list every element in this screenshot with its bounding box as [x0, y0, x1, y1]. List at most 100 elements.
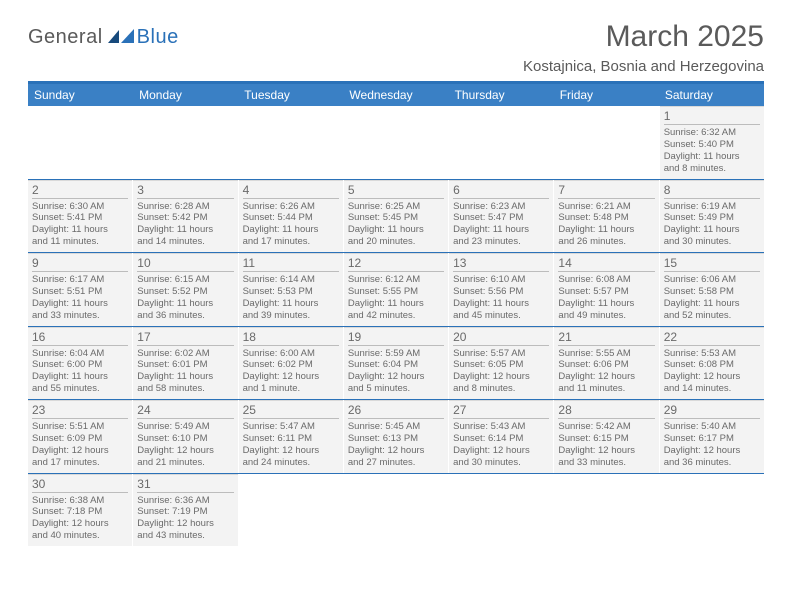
header: General Blue March 2025 Kostajnica, Bosn… — [28, 20, 764, 75]
day-header-row: SundayMondayTuesdayWednesdayThursdayFrid… — [28, 84, 764, 106]
day-header: Thursday — [449, 84, 554, 106]
day-cell: 29 Sunrise: 5:40 AMSunset: 6:17 PMDayligh… — [660, 400, 764, 473]
day-details: Sunrise: 6:28 AMSunset: 5:42 PMDaylight:… — [137, 201, 233, 249]
day-details: Sunrise: 5:51 AMSunset: 6:09 PMDaylight:… — [32, 421, 128, 469]
day-number: 24 — [137, 403, 233, 419]
day-number: 1 — [664, 109, 760, 125]
day-number: 16 — [32, 330, 128, 346]
day-cell: 19 Sunrise: 5:59 AMSunset: 6:04 PMDayligh… — [344, 327, 448, 400]
empty-cell — [133, 106, 237, 179]
day-details: Sunrise: 6:38 AMSunset: 7:18 PMDaylight:… — [32, 495, 128, 543]
day-cell: 10Sunrise: 6:15 AMSunset: 5:52 PMDayligh… — [133, 253, 237, 326]
day-number: 10 — [137, 256, 233, 272]
day-cell: 1 Sunrise: 6:32 AMSunset: 5:40 PMDaylight… — [660, 106, 764, 179]
day-number: 19 — [348, 330, 444, 346]
day-cell: 13Sunrise: 6:10 AMSunset: 5:56 PMDayligh… — [449, 253, 553, 326]
week-row: 23 Sunrise: 5:51 AMSunset: 6:09 PMDayligh… — [28, 400, 764, 474]
day-details: Sunrise: 5:45 AMSunset: 6:13 PMDaylight:… — [348, 421, 444, 469]
day-number: 31 — [137, 477, 233, 493]
day-number: 25 — [243, 403, 339, 419]
day-details: Sunrise: 5:57 AMSunset: 6:05 PMDaylight:… — [453, 348, 549, 396]
day-cell: 30 Sunrise: 6:38 AMSunset: 7:18 PMDayligh… — [28, 474, 132, 547]
day-details: Sunrise: 6:19 AMSunset: 5:49 PMDaylight:… — [664, 201, 760, 249]
day-number: 7 — [558, 183, 654, 199]
day-header: Tuesday — [238, 84, 343, 106]
day-cell: 25 Sunrise: 5:47 AMSunset: 6:11 PMDayligh… — [239, 400, 343, 473]
empty-cell — [239, 474, 343, 547]
day-header: Sunday — [28, 84, 133, 106]
day-details: Sunrise: 6:23 AMSunset: 5:47 PMDaylight:… — [453, 201, 549, 249]
day-cell: 26 Sunrise: 5:45 AMSunset: 6:13 PMDayligh… — [344, 400, 448, 473]
day-header: Monday — [133, 84, 238, 106]
day-number: 21 — [558, 330, 654, 346]
day-header: Friday — [554, 84, 659, 106]
day-number: 12 — [348, 256, 444, 272]
day-cell: 12 Sunrise: 6:12 AMSunset: 5:55 PMDayligh… — [344, 253, 448, 326]
empty-cell — [344, 474, 448, 547]
day-number: 26 — [348, 403, 444, 419]
day-details: Sunrise: 6:12 AMSunset: 5:55 PMDaylight:… — [348, 274, 444, 322]
day-details: Sunrise: 6:00 AMSunset: 6:02 PMDaylight:… — [243, 348, 339, 396]
day-number: 30 — [32, 477, 128, 493]
day-number: 14 — [558, 256, 654, 272]
day-cell: 28Sunrise: 5:42 AMSunset: 6:15 PMDayligh… — [554, 400, 658, 473]
day-number: 27 — [453, 403, 549, 419]
day-cell: 18Sunrise: 6:00 AMSunset: 6:02 PMDayligh… — [239, 327, 343, 400]
day-number: 3 — [137, 183, 233, 199]
day-details: Sunrise: 6:36 AMSunset: 7:19 PMDaylight:… — [137, 495, 233, 543]
day-number: 5 — [348, 183, 444, 199]
day-number: 8 — [664, 183, 760, 199]
day-cell: 9 Sunrise: 6:17 AMSunset: 5:51 PMDaylight… — [28, 253, 132, 326]
day-number: 29 — [664, 403, 760, 419]
day-details: Sunrise: 6:25 AMSunset: 5:45 PMDaylight:… — [348, 201, 444, 249]
day-details: Sunrise: 6:10 AMSunset: 5:56 PMDaylight:… — [453, 274, 549, 322]
week-row: 2 Sunrise: 6:30 AMSunset: 5:41 PMDaylight… — [28, 180, 764, 254]
day-details: Sunrise: 6:32 AMSunset: 5:40 PMDaylight:… — [664, 127, 760, 175]
day-number: 15 — [664, 256, 760, 272]
day-cell: 17Sunrise: 6:02 AMSunset: 6:01 PMDayligh… — [133, 327, 237, 400]
day-cell: 2 Sunrise: 6:30 AMSunset: 5:41 PMDaylight… — [28, 180, 132, 253]
day-cell: 4Sunrise: 6:26 AMSunset: 5:44 PMDaylight… — [239, 180, 343, 253]
day-details: Sunrise: 5:49 AMSunset: 6:10 PMDaylight:… — [137, 421, 233, 469]
day-details: Sunrise: 5:59 AMSunset: 6:04 PMDaylight:… — [348, 348, 444, 396]
day-cell: 21 Sunrise: 5:55 AMSunset: 6:06 PMDayligh… — [554, 327, 658, 400]
day-details: Sunrise: 5:55 AMSunset: 6:06 PMDaylight:… — [558, 348, 654, 396]
day-header: Saturday — [659, 84, 764, 106]
day-header: Wednesday — [343, 84, 448, 106]
day-details: Sunrise: 6:17 AMSunset: 5:51 PMDaylight:… — [32, 274, 128, 322]
day-details: Sunrise: 6:08 AMSunset: 5:57 PMDaylight:… — [558, 274, 654, 322]
day-cell: 20Sunrise: 5:57 AMSunset: 6:05 PMDayligh… — [449, 327, 553, 400]
logo: General Blue — [28, 26, 179, 49]
title-block: March 2025 Kostajnica, Bosnia and Herzeg… — [523, 20, 764, 75]
day-details: Sunrise: 6:30 AMSunset: 5:41 PMDaylight:… — [32, 201, 128, 249]
day-cell: 5 Sunrise: 6:25 AMSunset: 5:45 PMDaylight… — [344, 180, 448, 253]
empty-cell — [28, 106, 132, 179]
day-cell: 16Sunrise: 6:04 AMSunset: 6:00 PMDayligh… — [28, 327, 132, 400]
logo-text-blue: Blue — [137, 26, 179, 49]
week-row: 16Sunrise: 6:04 AMSunset: 6:00 PMDayligh… — [28, 327, 764, 401]
day-details: Sunrise: 6:14 AMSunset: 5:53 PMDaylight:… — [243, 274, 339, 322]
day-details: Sunrise: 5:43 AMSunset: 6:14 PMDaylight:… — [453, 421, 549, 469]
day-details: Sunrise: 5:53 AMSunset: 6:08 PMDaylight:… — [664, 348, 760, 396]
logo-sail-icon — [108, 28, 136, 44]
day-number: 6 — [453, 183, 549, 199]
day-number: 9 — [32, 256, 128, 272]
day-number: 11 — [243, 256, 339, 272]
day-cell: 27 Sunrise: 5:43 AMSunset: 6:14 PMDayligh… — [449, 400, 553, 473]
day-details: Sunrise: 5:47 AMSunset: 6:11 PMDaylight:… — [243, 421, 339, 469]
day-number: 23 — [32, 403, 128, 419]
day-number: 2 — [32, 183, 128, 199]
empty-cell — [449, 474, 553, 547]
logo-text-dark: General — [28, 26, 103, 49]
day-details: Sunrise: 5:42 AMSunset: 6:15 PMDaylight:… — [558, 421, 654, 469]
day-number: 4 — [243, 183, 339, 199]
week-row: 9 Sunrise: 6:17 AMSunset: 5:51 PMDaylight… — [28, 253, 764, 327]
day-cell: 11 Sunrise: 6:14 AMSunset: 5:53 PMDayligh… — [239, 253, 343, 326]
day-cell: 3 Sunrise: 6:28 AMSunset: 5:42 PMDaylight… — [133, 180, 237, 253]
day-details: Sunrise: 6:21 AMSunset: 5:48 PMDaylight:… — [558, 201, 654, 249]
empty-cell — [554, 474, 658, 547]
week-row: 30 Sunrise: 6:38 AMSunset: 7:18 PMDayligh… — [28, 474, 764, 547]
day-cell: 7 Sunrise: 6:21 AMSunset: 5:48 PMDaylight… — [554, 180, 658, 253]
day-details: Sunrise: 5:40 AMSunset: 6:17 PMDaylight:… — [664, 421, 760, 469]
empty-cell — [449, 106, 553, 179]
